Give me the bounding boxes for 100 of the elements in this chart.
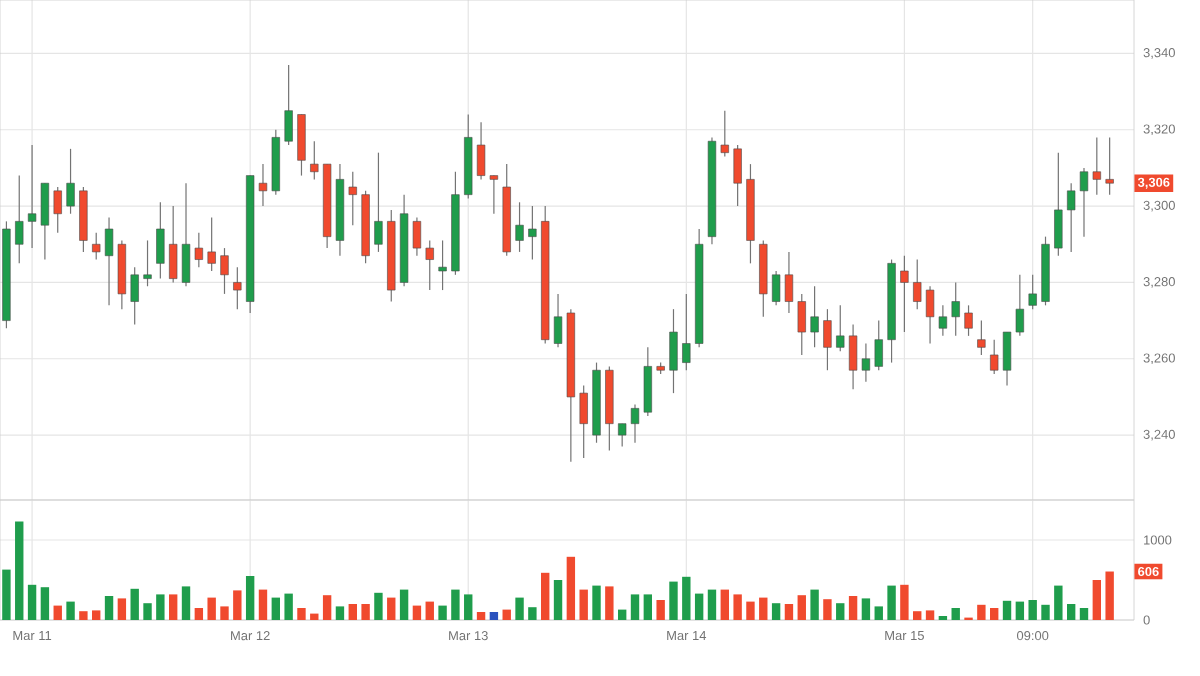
bar — [271, 597, 281, 620]
candlestick — [143, 239, 152, 287]
bar — [387, 597, 396, 620]
candlestick — [964, 304, 973, 337]
bar — [605, 586, 614, 620]
bar — [541, 572, 550, 620]
bar — [515, 597, 524, 620]
bar — [643, 594, 653, 620]
candlestick — [913, 258, 922, 310]
bar — [451, 589, 460, 620]
bar — [143, 603, 152, 620]
bar — [1092, 580, 1102, 620]
bar — [284, 593, 293, 620]
bar — [553, 580, 563, 620]
candlestick — [130, 266, 139, 326]
bar — [438, 605, 447, 620]
bar — [322, 595, 332, 620]
bar — [79, 611, 88, 620]
candlestick — [284, 64, 293, 146]
bar — [746, 601, 755, 620]
candlestick — [874, 320, 883, 371]
bar — [579, 589, 588, 620]
bar — [27, 584, 37, 620]
bar — [335, 606, 345, 620]
bar — [861, 598, 871, 620]
bar — [630, 594, 640, 620]
candlestick — [233, 266, 242, 310]
candlestick — [1105, 136, 1114, 196]
candlestick — [682, 293, 691, 371]
bar — [528, 607, 537, 620]
bar — [874, 606, 883, 620]
candlestick — [733, 144, 742, 207]
bar — [836, 603, 845, 620]
bar — [1066, 604, 1076, 620]
bar — [40, 587, 50, 620]
candlestick — [528, 205, 537, 261]
candlestick — [1028, 274, 1037, 310]
bar — [207, 597, 216, 620]
candlestick — [297, 113, 306, 177]
bar — [194, 608, 204, 620]
bar — [348, 604, 357, 620]
candlestick — [220, 247, 229, 295]
bar — [220, 606, 229, 620]
candlestick — [810, 285, 819, 348]
candlestick — [977, 320, 986, 356]
candlestick — [348, 171, 357, 226]
bar — [682, 576, 691, 620]
candlestick — [836, 304, 845, 352]
bar — [1054, 585, 1063, 620]
candlestick — [207, 216, 216, 272]
bar — [464, 594, 473, 620]
bar — [15, 521, 24, 620]
bar — [848, 596, 858, 620]
bar — [951, 608, 960, 620]
bar — [489, 612, 499, 620]
bar — [297, 608, 306, 620]
bar — [887, 585, 896, 620]
bar — [1105, 571, 1114, 620]
candlestick — [438, 239, 447, 291]
bar — [733, 594, 742, 620]
bar — [784, 604, 794, 620]
bar — [168, 594, 178, 620]
candlestick — [951, 281, 960, 337]
bar — [425, 601, 434, 620]
bar — [502, 609, 511, 620]
candlestick — [823, 308, 832, 371]
candlestick — [66, 148, 75, 215]
candlestick — [669, 308, 678, 394]
bar — [476, 612, 486, 620]
bar — [1002, 600, 1012, 620]
bar — [592, 585, 601, 620]
candlestick — [990, 339, 999, 375]
bar — [771, 603, 781, 620]
bar — [617, 609, 627, 620]
candlestick — [1092, 136, 1101, 196]
bar — [156, 594, 165, 620]
bar — [1028, 600, 1037, 620]
bar — [900, 584, 909, 620]
candlestick — [1054, 152, 1063, 257]
bar — [117, 598, 127, 620]
bar — [694, 593, 704, 620]
bar — [810, 589, 819, 620]
candlestick — [374, 152, 383, 253]
bar — [245, 576, 255, 620]
bar — [130, 588, 139, 620]
bar — [707, 589, 717, 620]
candlestick — [797, 293, 806, 356]
bar — [669, 581, 678, 620]
candlestick — [15, 174, 24, 264]
bar — [374, 592, 383, 620]
candlestick — [579, 384, 588, 459]
bar — [566, 556, 576, 620]
candlestick — [156, 201, 165, 280]
bar — [1079, 608, 1089, 620]
candlestick — [515, 201, 524, 253]
bar — [399, 589, 409, 620]
bar — [823, 599, 832, 620]
bar — [1015, 601, 1025, 620]
bar — [258, 589, 268, 620]
bar — [990, 608, 999, 620]
